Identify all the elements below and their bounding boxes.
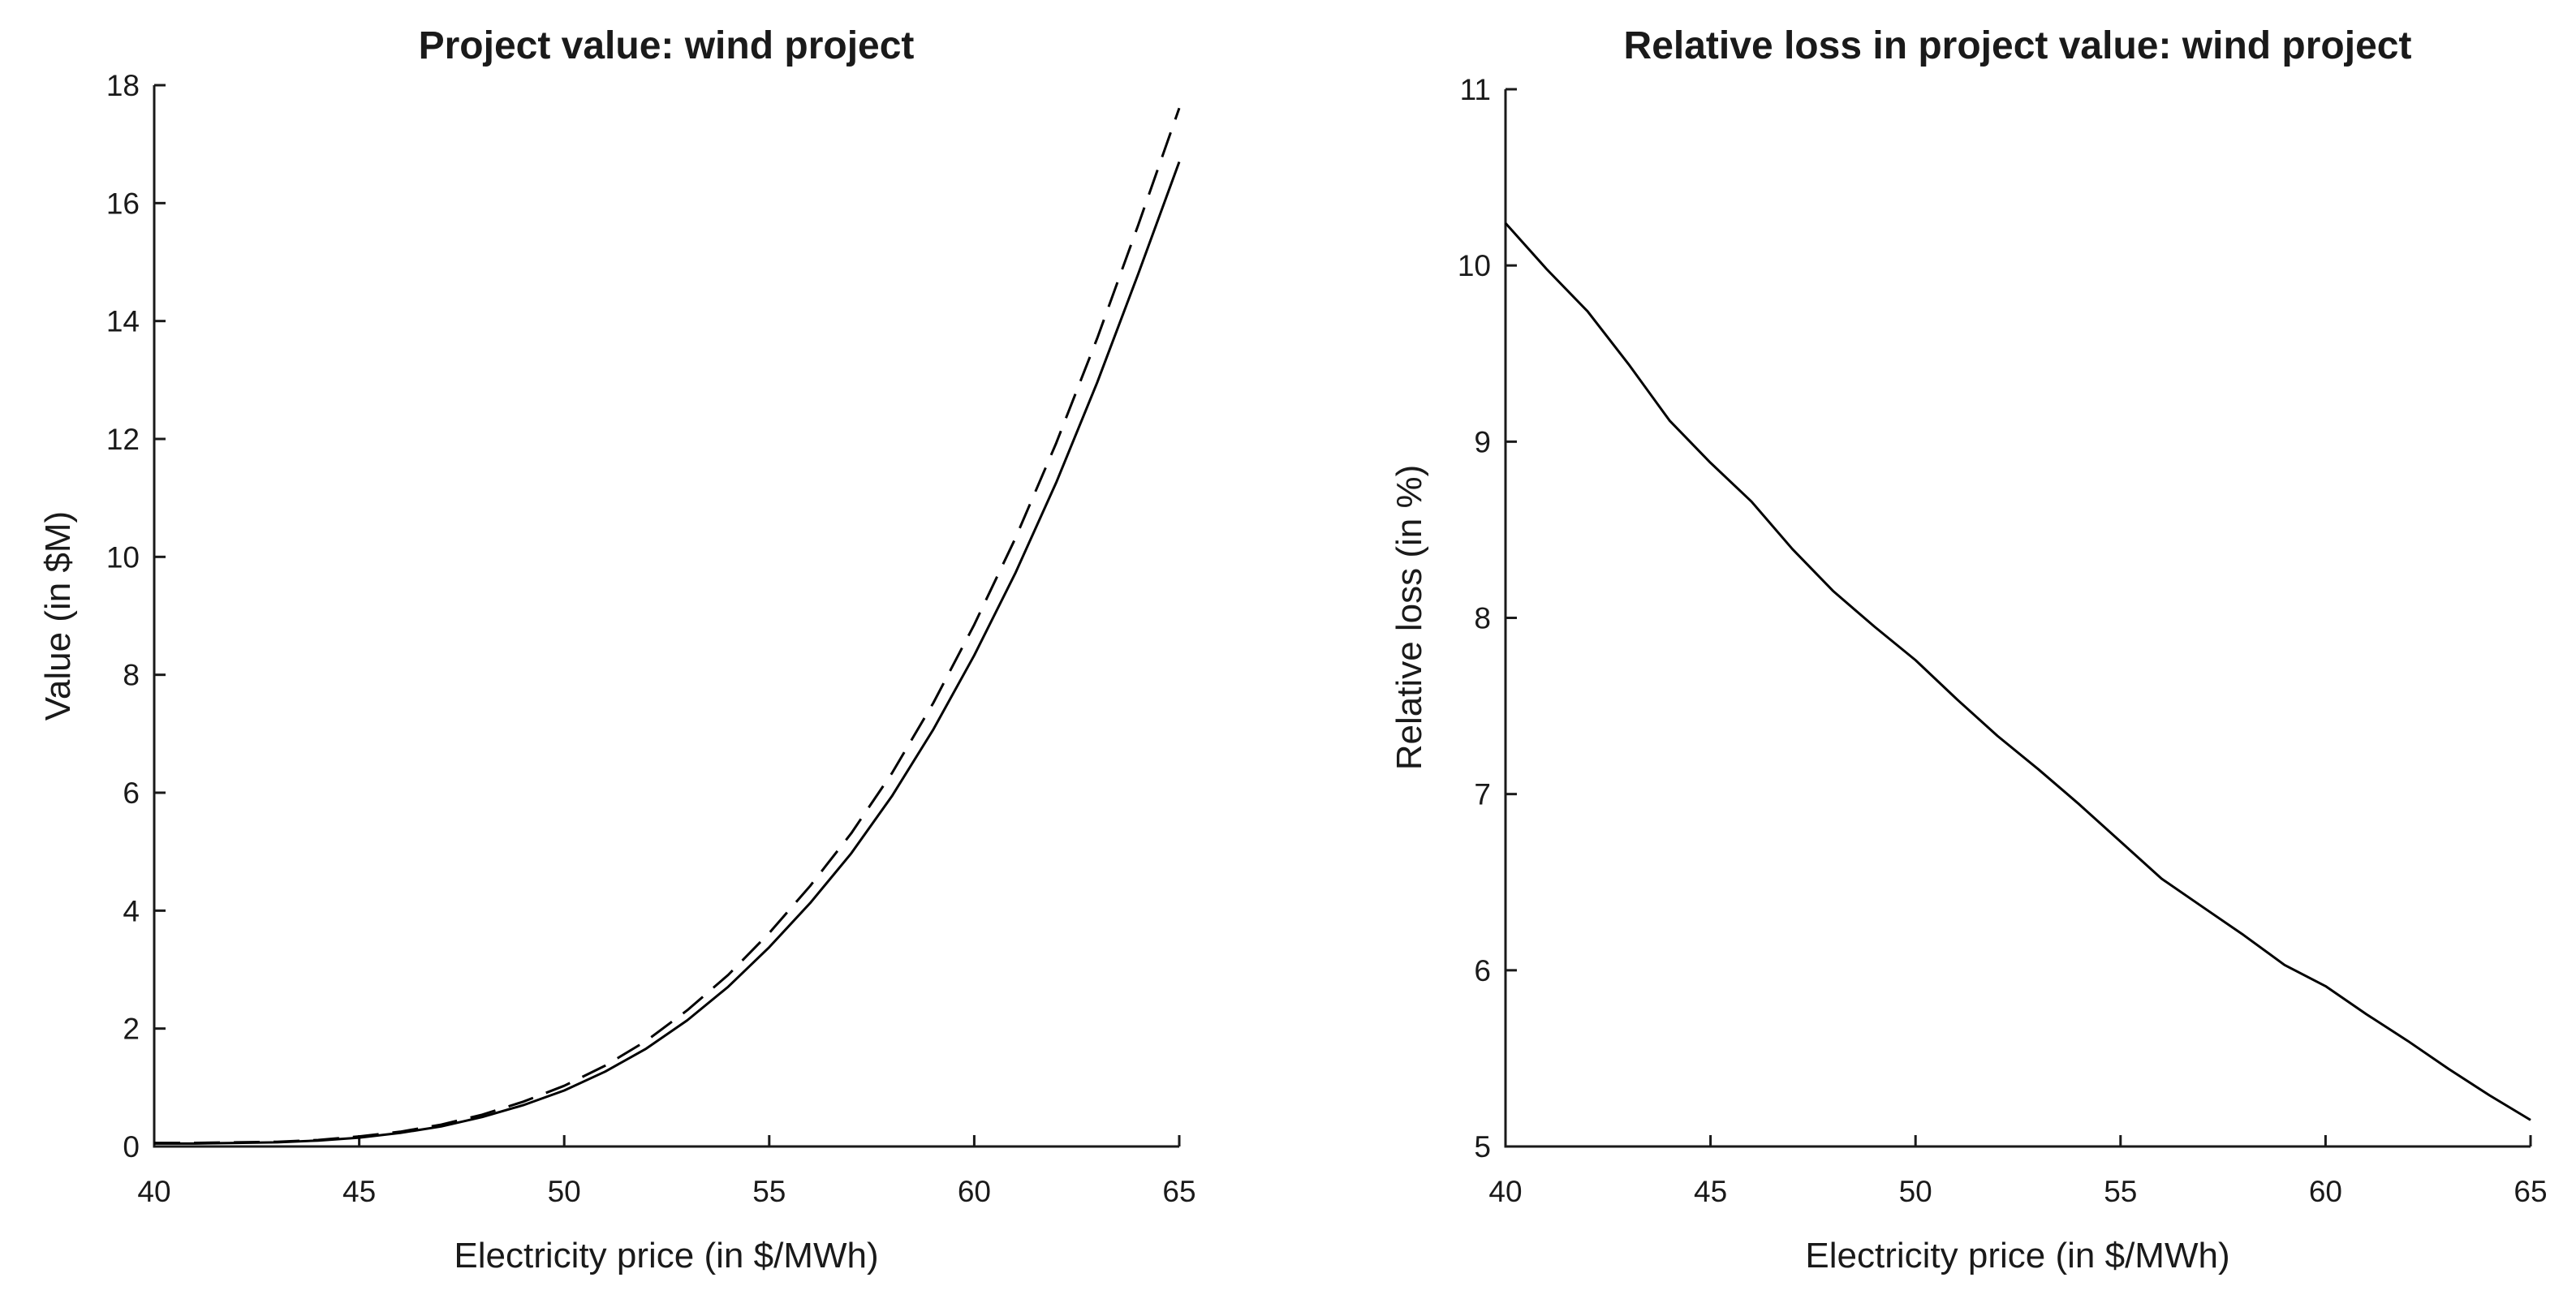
y-tick-label: 6 xyxy=(1474,954,1491,987)
x-tick-label: 55 xyxy=(2104,1175,2137,1208)
y-tick-label: 10 xyxy=(1458,249,1491,282)
x-tick-label: 60 xyxy=(958,1175,991,1208)
x-tick-label: 50 xyxy=(548,1175,581,1208)
y-tick-label: 8 xyxy=(1474,602,1491,635)
y-tick-label: 10 xyxy=(106,540,140,574)
x-tick-label: 40 xyxy=(137,1175,170,1208)
right-plot-xlabel: Electricity price (in $/MWh) xyxy=(1805,1236,2229,1275)
y-tick-label: 0 xyxy=(123,1130,140,1164)
x-tick-label: 55 xyxy=(752,1175,786,1208)
series-line-solid xyxy=(154,161,1181,1145)
series-line-solid xyxy=(1504,222,2531,1121)
x-tick-label: 60 xyxy=(2309,1175,2342,1208)
y-tick-label: 5 xyxy=(1474,1130,1491,1164)
y-tick-label: 8 xyxy=(123,659,140,692)
y-tick-label: 11 xyxy=(1460,73,1491,106)
y-tick-label: 9 xyxy=(1474,425,1491,458)
right-plot-ylabel: Relative loss (in %) xyxy=(1389,465,1429,771)
x-tick-label: 45 xyxy=(1694,1175,1727,1208)
y-tick-label: 12 xyxy=(106,423,140,456)
series-line-dashed xyxy=(154,107,1181,1145)
x-tick-label: 65 xyxy=(2514,1175,2547,1208)
y-tick-label: 2 xyxy=(123,1013,140,1046)
left-plot-xlabel: Electricity price (in $/MWh) xyxy=(454,1236,878,1275)
left-plot-title: Project value: wind project xyxy=(419,24,915,67)
right-plot-title: Relative loss in project value: wind pro… xyxy=(1624,24,2412,67)
left-plot-ylabel: Value (in $M) xyxy=(38,511,78,721)
y-tick-label: 7 xyxy=(1474,778,1491,811)
y-tick-label: 4 xyxy=(123,894,140,927)
left-plot: Project value: wind project Electricity … xyxy=(38,24,1196,1275)
right-plot: Relative loss in project value: wind pro… xyxy=(1389,24,2548,1275)
y-tick-label: 18 xyxy=(106,69,140,102)
axis-spines xyxy=(153,85,1179,1148)
y-tick-label: 6 xyxy=(123,776,140,810)
x-tick-label: 40 xyxy=(1488,1175,1522,1208)
axis-spines xyxy=(1504,89,2531,1148)
x-tick-label: 65 xyxy=(1162,1175,1195,1208)
y-tick-label: 16 xyxy=(106,187,140,220)
x-tick-label: 50 xyxy=(1899,1175,1932,1208)
x-tick-label: 45 xyxy=(342,1175,376,1208)
y-tick-label: 14 xyxy=(106,305,140,338)
